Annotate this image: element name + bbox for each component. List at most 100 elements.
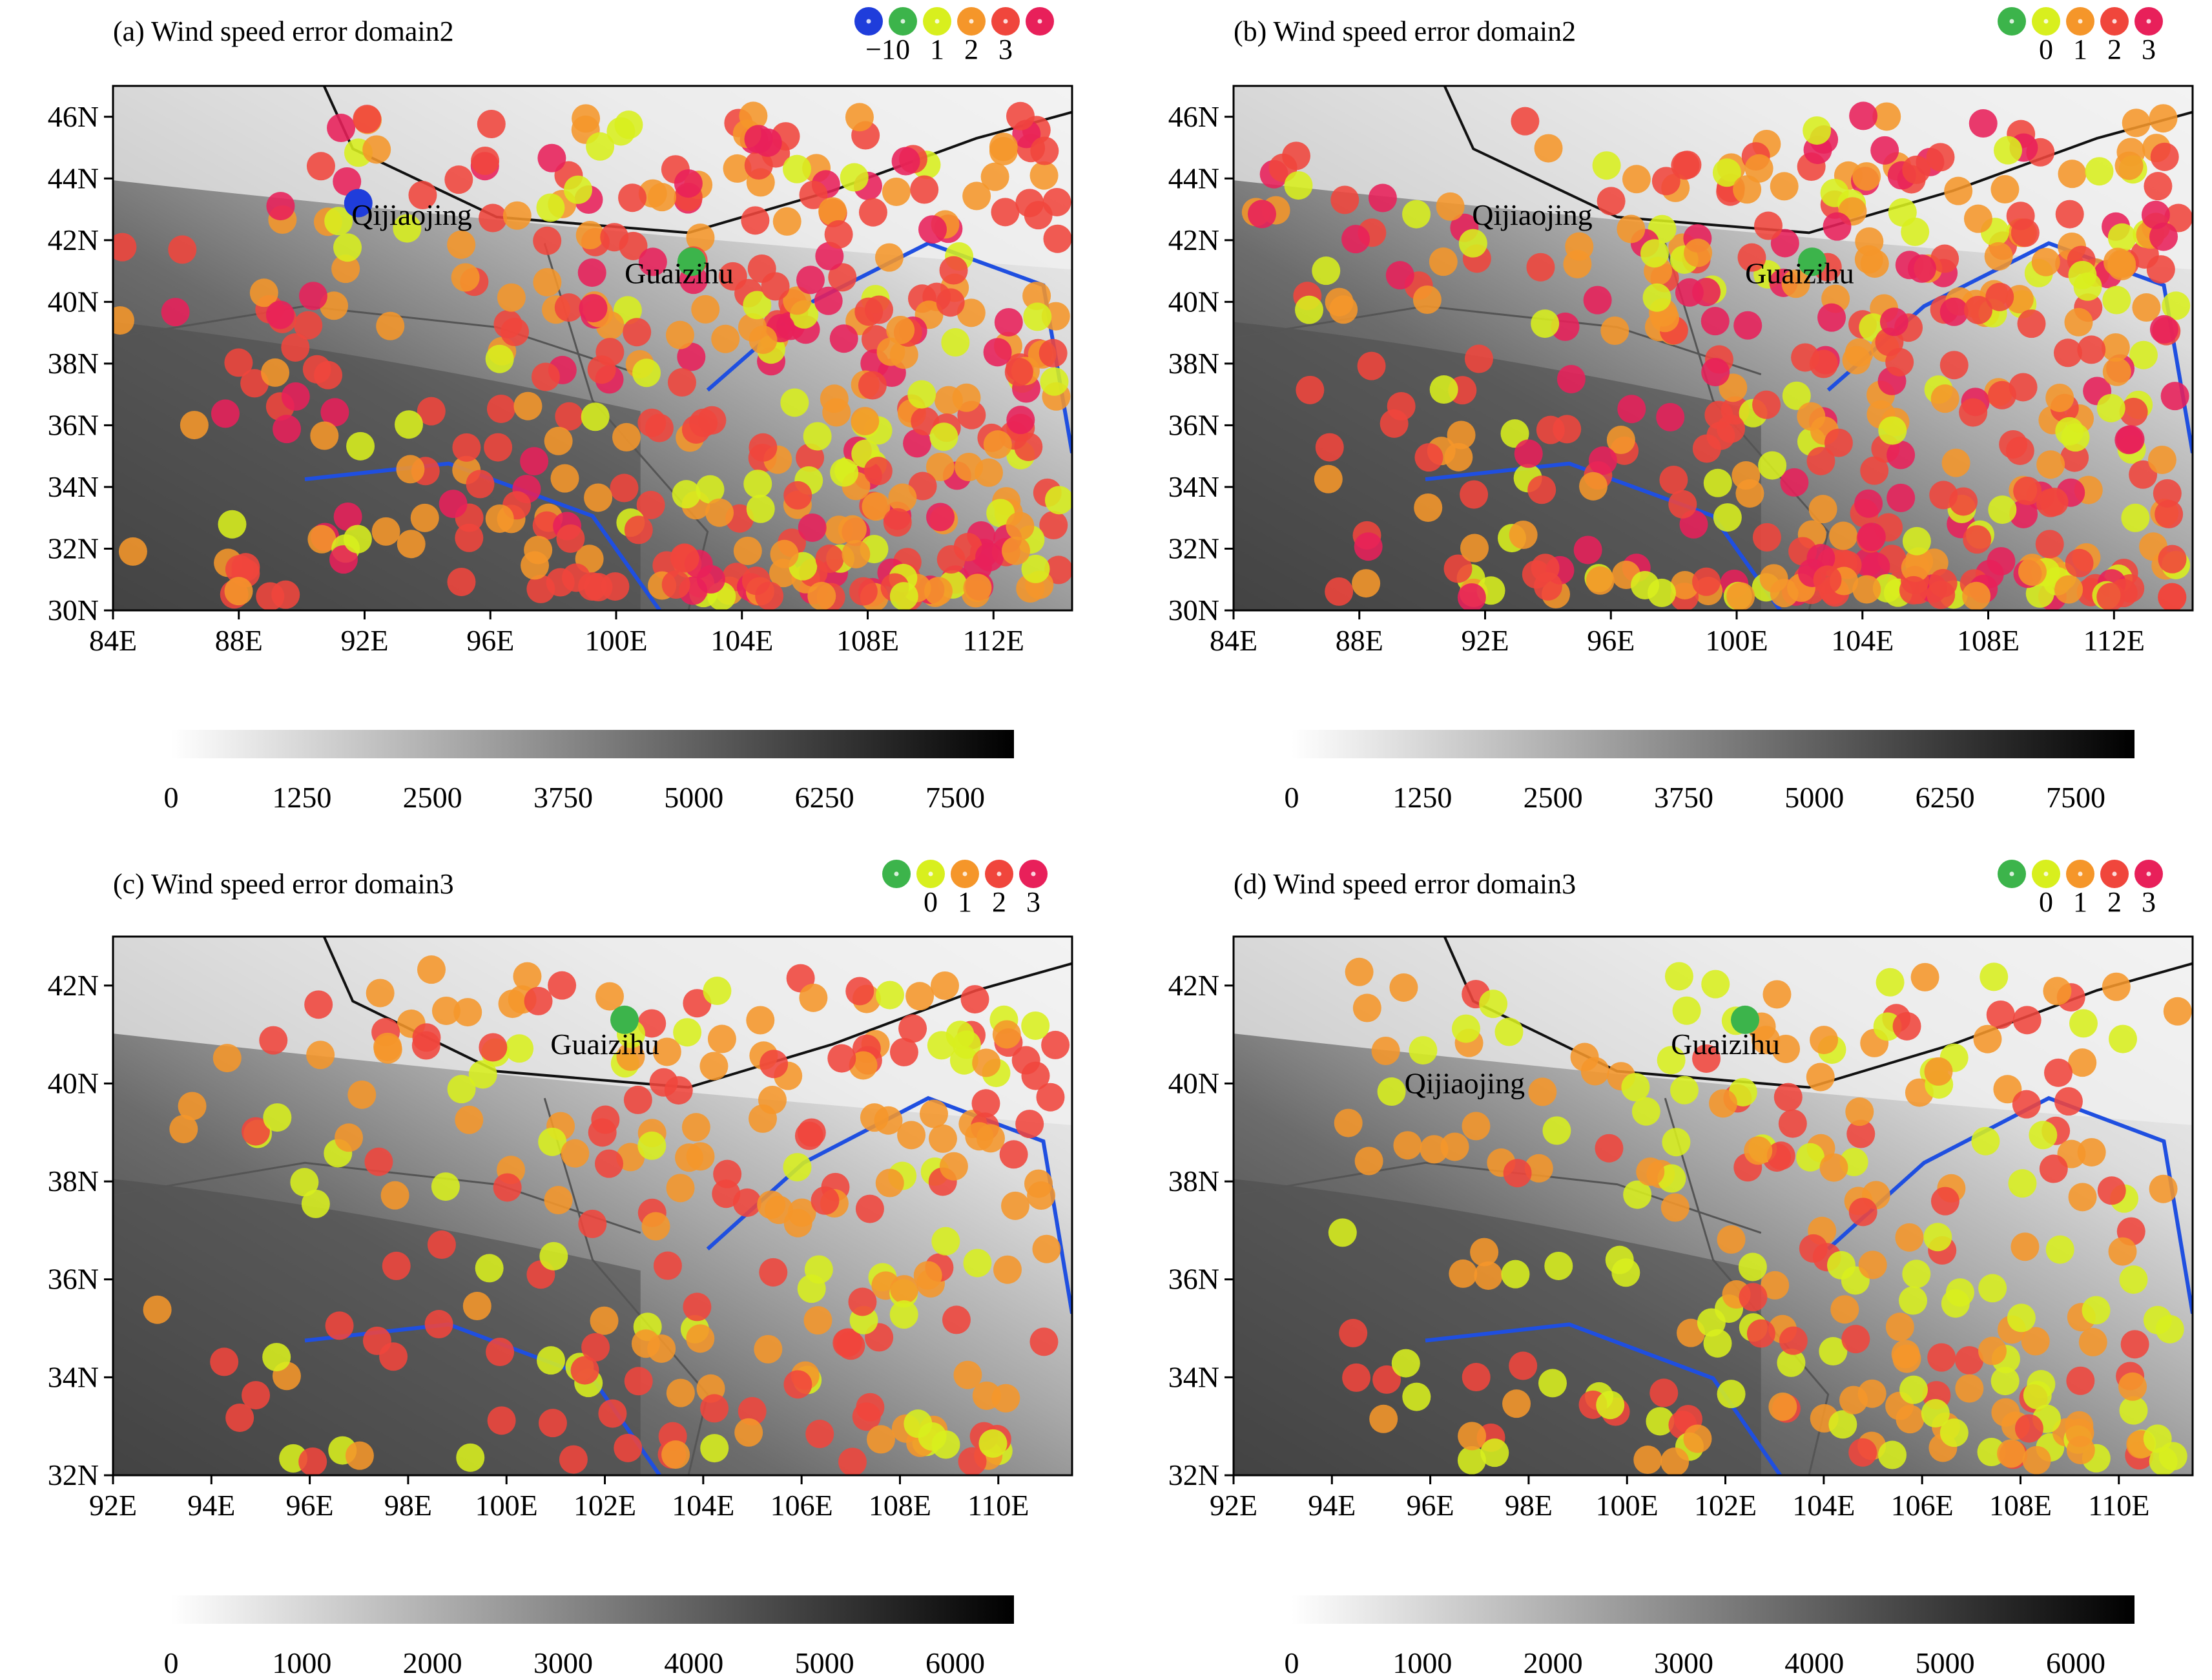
station-marker xyxy=(1733,175,1762,204)
station-marker xyxy=(1963,525,1992,554)
station-marker xyxy=(796,443,825,472)
station-marker xyxy=(1621,1073,1650,1102)
station-marker xyxy=(2147,445,2176,474)
station-marker xyxy=(958,1447,987,1475)
station-marker xyxy=(855,1194,884,1223)
legend-label: 3 xyxy=(998,34,1013,65)
station-marker xyxy=(554,293,583,322)
station-marker xyxy=(1877,1440,1907,1469)
station-marker xyxy=(1962,581,1991,610)
station-marker xyxy=(942,1305,971,1334)
station-marker xyxy=(380,1181,409,1210)
station-marker xyxy=(674,169,703,198)
station-marker xyxy=(1451,1014,1480,1043)
station-marker xyxy=(1597,187,1626,216)
station-marker xyxy=(1964,295,1993,324)
station-marker xyxy=(455,1105,484,1134)
station-marker xyxy=(614,110,643,140)
x-tick-label: 112E xyxy=(963,624,1024,657)
station-marker xyxy=(1820,178,1849,207)
station-marker xyxy=(1799,1234,1828,1263)
station-marker xyxy=(1848,1198,1877,1227)
station-marker xyxy=(1848,1438,1877,1467)
station-marker xyxy=(1860,456,1889,485)
station-marker xyxy=(994,307,1023,337)
station-marker xyxy=(2122,109,2151,138)
y-tick-label: 38N xyxy=(48,1165,99,1198)
station-marker xyxy=(577,258,606,287)
y-tick-label: 44N xyxy=(48,161,99,194)
panel-a: (a) Wind speed error domain2−1 0 1 2 3Qijiao… xyxy=(48,7,1073,814)
station-marker xyxy=(2068,260,2097,289)
station-marker xyxy=(848,1287,877,1316)
station-marker xyxy=(798,513,827,542)
map-area xyxy=(113,86,1072,610)
y-tick-label: 36N xyxy=(1168,1263,1219,1296)
station-marker xyxy=(412,1023,441,1052)
station-marker xyxy=(1528,1077,1557,1106)
station-marker xyxy=(455,523,484,552)
station-marker xyxy=(1642,283,1671,312)
station-marker xyxy=(1797,402,1826,431)
station-marker xyxy=(992,1020,1021,1049)
x-tick-label: 102E xyxy=(574,1489,636,1522)
station-marker xyxy=(366,979,395,1008)
colorbar-label: 3000 xyxy=(1654,1646,1713,1679)
station-marker xyxy=(783,154,812,183)
station-marker xyxy=(1872,102,1901,131)
station-marker xyxy=(2082,1296,2111,1325)
station-marker xyxy=(325,1311,354,1340)
station-marker xyxy=(2029,1121,2058,1150)
station-marker xyxy=(1509,521,1538,550)
station-marker xyxy=(696,475,725,504)
station-marker xyxy=(1646,1407,1675,1436)
station-marker xyxy=(1032,1234,1061,1263)
station-marker xyxy=(1926,143,1955,172)
station-marker xyxy=(1761,1270,1790,1300)
station-marker xyxy=(1768,1392,1797,1421)
station-marker xyxy=(2129,460,2158,489)
x-tick-label: 108E xyxy=(869,1489,931,1522)
station-marker xyxy=(2017,309,2046,338)
station-marker xyxy=(598,1399,627,1428)
station-marker xyxy=(533,267,562,296)
station-marker xyxy=(1659,465,1688,494)
station-marker xyxy=(1440,1132,1469,1161)
station-marker xyxy=(1845,338,1874,367)
station-marker xyxy=(667,368,696,397)
station-marker xyxy=(897,1121,926,1150)
station-marker xyxy=(1988,495,2017,524)
station-marker xyxy=(1891,1340,1920,1369)
y-tick-label: 44N xyxy=(1168,161,1219,194)
station-marker xyxy=(1910,962,1939,991)
station-marker xyxy=(1923,1223,1952,1252)
station-marker xyxy=(2045,1235,2074,1264)
station-marker xyxy=(811,1186,840,1215)
station-marker xyxy=(587,355,616,384)
station-marker xyxy=(600,223,629,252)
station-marker xyxy=(307,524,336,554)
station-marker xyxy=(1596,1391,1625,1420)
station-marker xyxy=(860,1103,889,1132)
x-tick-label: 104E xyxy=(1831,624,1894,657)
legend-label: 3 xyxy=(1026,886,1040,918)
station-marker xyxy=(505,1034,534,1063)
station-marker xyxy=(561,1139,590,1168)
station-marker xyxy=(1526,253,1555,282)
station-marker xyxy=(783,1208,812,1238)
legend-dot-center xyxy=(2078,871,2083,876)
station-marker xyxy=(975,543,1004,572)
station-marker xyxy=(2018,557,2047,586)
station-marker xyxy=(1657,1046,1686,1075)
station-marker xyxy=(707,1024,736,1053)
station-marker xyxy=(754,1334,783,1364)
colorbar-label: 0 xyxy=(164,781,179,814)
station-marker xyxy=(858,198,887,227)
station-marker xyxy=(559,1445,588,1474)
elevation-colorbar xyxy=(1292,730,2134,758)
colorbar-label: 0 xyxy=(164,1646,179,1679)
station-marker xyxy=(746,494,775,523)
station-marker xyxy=(364,1147,393,1176)
station-marker xyxy=(614,1433,643,1462)
station-marker xyxy=(1692,434,1721,463)
